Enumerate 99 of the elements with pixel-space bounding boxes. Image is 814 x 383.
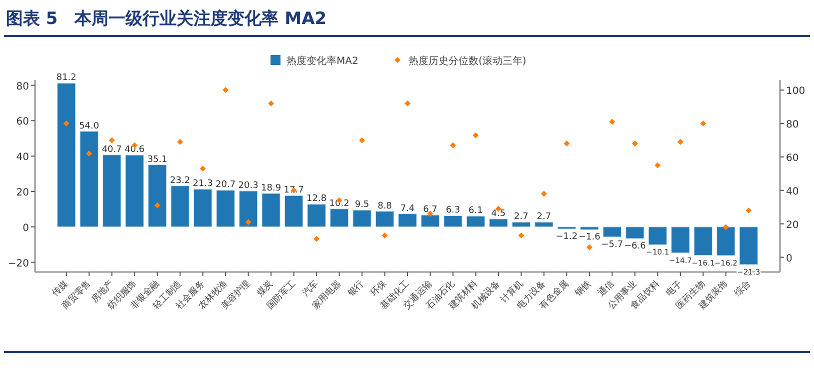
data-label: 18.9	[261, 183, 282, 194]
data-label: 20.7	[216, 180, 236, 190]
data-label: 12.8	[306, 194, 327, 204]
point	[609, 118, 616, 125]
point	[518, 232, 524, 239]
y2-tick-label: 80	[786, 119, 799, 130]
bar	[694, 226, 713, 256]
y-tick-label: 40	[16, 152, 29, 164]
bar	[170, 186, 190, 228]
bar	[739, 226, 758, 265]
bar	[80, 131, 99, 228]
point	[359, 137, 366, 144]
data-label: −5.7	[601, 240, 624, 250]
point	[677, 138, 684, 145]
point	[222, 87, 229, 94]
point	[586, 244, 592, 250]
legend-label: 热度变化率MA2	[286, 55, 358, 67]
point	[314, 236, 320, 242]
data-label: 40.7	[102, 144, 122, 155]
bar	[125, 154, 144, 228]
data-label: 35.1	[147, 154, 168, 165]
bar	[716, 226, 736, 256]
point	[154, 202, 160, 208]
y2-tick-label: 40	[786, 186, 799, 198]
point	[632, 140, 638, 147]
data-label: −1.6	[578, 232, 601, 243]
y-tick-label: −20	[8, 258, 29, 270]
data-label: 8.8	[378, 201, 392, 212]
bar	[262, 193, 280, 228]
bar	[148, 164, 167, 228]
point	[450, 142, 456, 148]
data-label: 6.7	[423, 205, 438, 216]
bar	[512, 222, 531, 228]
data-label: 2.7	[536, 212, 552, 222]
data-label: 7.4	[400, 204, 415, 214]
bar	[489, 218, 508, 228]
bar	[330, 208, 349, 228]
y-tick-label: 60	[16, 116, 29, 128]
point	[722, 224, 729, 230]
data-label: −1.2	[556, 232, 578, 242]
y-tick-label: 20	[16, 187, 29, 198]
bar	[626, 226, 644, 239]
y2-tick-label: 20	[786, 220, 799, 231]
point	[63, 120, 70, 126]
point	[268, 100, 274, 106]
bar	[420, 214, 440, 228]
bar	[216, 190, 235, 228]
point	[540, 190, 547, 197]
point	[108, 137, 115, 144]
data-label: 4.5	[491, 208, 506, 219]
data-label: 2.7	[514, 212, 528, 222]
bar	[580, 226, 599, 230]
data-label: 23.2	[170, 176, 190, 186]
point	[564, 140, 570, 147]
point	[245, 219, 252, 226]
point	[86, 150, 92, 157]
point	[472, 132, 479, 138]
bar	[307, 204, 326, 228]
bar	[648, 226, 668, 246]
data-label: 20.3	[238, 180, 258, 191]
point	[700, 120, 706, 126]
y-tick-label: 80	[16, 81, 29, 92]
y2-tick-label: 0	[786, 253, 792, 264]
data-label: 81.2	[56, 73, 76, 84]
bar	[352, 210, 372, 228]
y2-tick-label: 100	[786, 86, 806, 98]
data-label: 6.1	[468, 206, 483, 216]
bar	[534, 222, 554, 228]
x-tick-label: 钢铁	[572, 278, 594, 300]
x-tick-label: 银行	[344, 278, 366, 300]
point	[382, 232, 388, 239]
bar	[284, 195, 304, 228]
bar	[56, 82, 76, 228]
point	[404, 100, 410, 106]
y-tick-label: 0	[22, 222, 29, 234]
bar	[557, 226, 576, 230]
data-label: 6.3	[446, 206, 460, 216]
bar	[238, 190, 258, 228]
x-tick-label: 综合	[732, 278, 753, 299]
bar	[375, 211, 394, 228]
data-label: 9.5	[354, 200, 370, 210]
bar	[602, 226, 622, 238]
legend-label: 热度历史分位数(滚动三年)	[408, 55, 526, 67]
y2-tick-label: 60	[786, 152, 799, 164]
bar	[444, 215, 462, 228]
bar	[398, 213, 417, 228]
chart-title: 图表 5 本周一级行业关注度变化率 MA2	[6, 9, 327, 29]
point	[746, 207, 752, 214]
point	[177, 138, 184, 145]
bar	[102, 154, 122, 228]
data-label: 21.3	[192, 179, 213, 190]
bar	[466, 216, 486, 228]
data-label: −6.6	[624, 242, 646, 252]
point	[200, 166, 206, 172]
point	[654, 162, 661, 168]
bar	[193, 188, 212, 228]
bar	[671, 226, 690, 254]
data-label: 40.6	[124, 145, 145, 156]
data-label: 54.0	[79, 121, 100, 132]
